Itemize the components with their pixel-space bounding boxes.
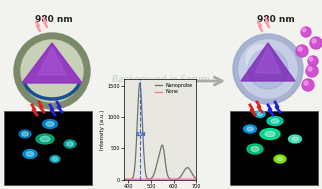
Ellipse shape bbox=[46, 122, 54, 126]
Text: OH: OH bbox=[178, 129, 189, 135]
Ellipse shape bbox=[274, 155, 286, 163]
Text: O: O bbox=[160, 118, 166, 127]
Circle shape bbox=[302, 28, 306, 32]
Ellipse shape bbox=[243, 125, 257, 133]
Ellipse shape bbox=[258, 112, 262, 116]
Ellipse shape bbox=[50, 156, 60, 163]
Text: O: O bbox=[182, 139, 188, 147]
Circle shape bbox=[248, 49, 288, 89]
Polygon shape bbox=[255, 47, 281, 73]
FancyBboxPatch shape bbox=[230, 111, 318, 185]
Ellipse shape bbox=[251, 146, 259, 152]
Ellipse shape bbox=[43, 119, 58, 129]
Circle shape bbox=[308, 67, 312, 71]
Ellipse shape bbox=[265, 131, 275, 137]
Circle shape bbox=[298, 47, 302, 51]
Ellipse shape bbox=[267, 116, 283, 125]
Text: 980 nm: 980 nm bbox=[35, 15, 73, 23]
Ellipse shape bbox=[260, 129, 280, 139]
Circle shape bbox=[21, 40, 83, 102]
Circle shape bbox=[301, 27, 311, 37]
Circle shape bbox=[302, 79, 314, 91]
Legend: Nanoprobe, None: Nanoprobe, None bbox=[154, 82, 194, 95]
Circle shape bbox=[233, 34, 303, 104]
Circle shape bbox=[239, 40, 297, 98]
Ellipse shape bbox=[40, 136, 50, 142]
Text: Background in Serum: Background in Serum bbox=[112, 74, 210, 84]
Circle shape bbox=[312, 39, 316, 43]
Ellipse shape bbox=[292, 137, 298, 141]
Ellipse shape bbox=[23, 149, 37, 159]
Ellipse shape bbox=[247, 127, 253, 131]
Ellipse shape bbox=[22, 132, 28, 136]
Ellipse shape bbox=[67, 142, 73, 146]
Circle shape bbox=[246, 45, 274, 73]
Polygon shape bbox=[22, 43, 82, 83]
Text: HO: HO bbox=[134, 116, 144, 122]
Y-axis label: Intensity (a.u.): Intensity (a.u.) bbox=[99, 109, 105, 150]
Circle shape bbox=[306, 65, 318, 77]
Text: 980 nm: 980 nm bbox=[257, 15, 295, 23]
Ellipse shape bbox=[36, 134, 54, 144]
Ellipse shape bbox=[19, 130, 31, 138]
Circle shape bbox=[309, 57, 313, 61]
Polygon shape bbox=[241, 43, 295, 81]
Circle shape bbox=[310, 37, 322, 49]
Ellipse shape bbox=[277, 157, 283, 161]
Ellipse shape bbox=[255, 111, 265, 118]
Circle shape bbox=[304, 81, 308, 85]
Ellipse shape bbox=[64, 140, 76, 148]
Ellipse shape bbox=[26, 152, 34, 156]
FancyBboxPatch shape bbox=[4, 111, 92, 185]
Ellipse shape bbox=[247, 144, 263, 154]
Circle shape bbox=[308, 56, 318, 66]
Text: S/N: S/N bbox=[136, 132, 147, 137]
Polygon shape bbox=[38, 47, 66, 75]
Ellipse shape bbox=[271, 119, 279, 123]
Ellipse shape bbox=[52, 157, 58, 161]
Text: HO: HO bbox=[132, 139, 143, 145]
Circle shape bbox=[14, 33, 90, 109]
Ellipse shape bbox=[289, 135, 301, 143]
Circle shape bbox=[296, 45, 308, 57]
Text: HO: HO bbox=[132, 130, 143, 136]
